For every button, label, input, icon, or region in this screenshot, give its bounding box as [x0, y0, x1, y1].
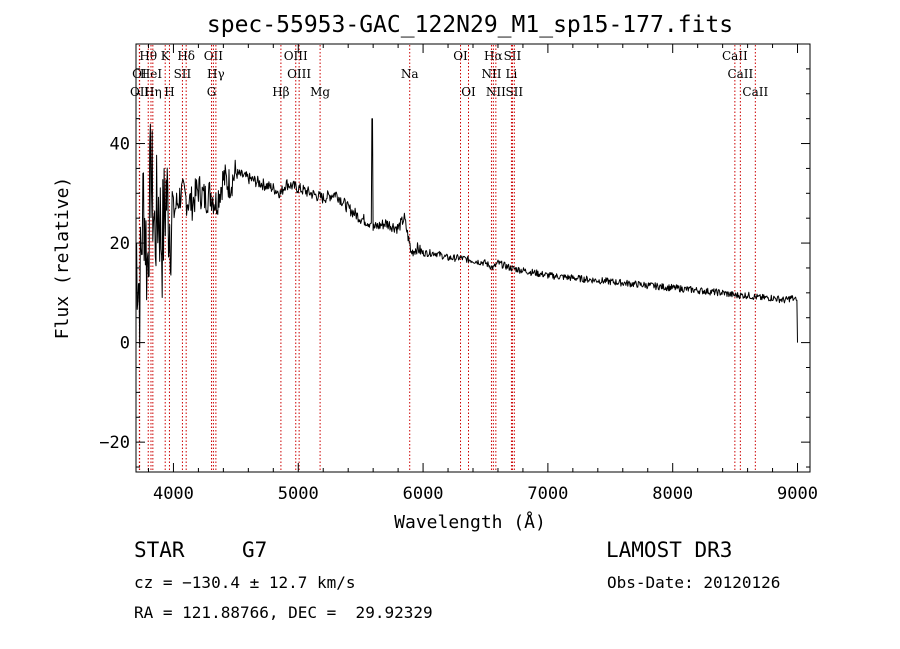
x-tick-label: 4000 [153, 484, 194, 504]
line-marker-label: SII [504, 49, 522, 63]
y-tick-label: 20 [110, 234, 130, 254]
x-tick-label: 7000 [527, 484, 568, 504]
line-marker-label: OIII [284, 49, 308, 63]
chart-title: spec-55953-GAC_122N29_M1_sp15-177.fits [207, 12, 733, 38]
coordinates: RA = 121.88766, DEC = 29.92329 [134, 603, 433, 622]
x-tick-label: 5000 [278, 484, 319, 504]
line-marker-label: OIII [287, 67, 311, 81]
spectrum-line [135, 118, 798, 348]
spectrum-layer [135, 118, 798, 348]
line-marker-label: H [164, 85, 174, 99]
obs-date: Obs-Date: 20120126 [607, 573, 781, 592]
line-marker-label: K [161, 49, 171, 63]
y-tick-label: 0 [120, 334, 130, 354]
line-marker-label: Li [506, 67, 518, 81]
y-axis-label: Flux (relative) [52, 177, 73, 340]
y-axis: −20 0 20 40 [99, 43, 810, 468]
x-axis: 4000 5000 6000 7000 8000 9000 [147, 44, 818, 504]
line-marker-label: SII [505, 85, 523, 99]
object-subclass: G7 [242, 538, 268, 562]
x-axis-label: Wavelength (Å) [394, 511, 546, 533]
line-marker-label: Hδ [177, 49, 195, 63]
line-marker-label: Mg [310, 85, 330, 99]
cz-value: cz = −130.4 ± 12.7 km/s [134, 573, 356, 592]
y-tick-label: 40 [110, 135, 130, 155]
plot-frame [135, 43, 811, 473]
line-marker-label: Hβ [272, 85, 289, 99]
line-marker-label: OII [204, 49, 224, 63]
line-marker-label: Na [401, 67, 419, 81]
line-marker-label: OI [461, 85, 476, 99]
line-marker-label: Hα [484, 49, 503, 63]
line-marker-label: G [207, 85, 217, 99]
line-marker-label: CaII [727, 67, 753, 81]
line-marker-label: CaII [742, 85, 768, 99]
line-marker-label: OII [130, 85, 150, 99]
line-marker-label: SII [174, 67, 192, 81]
line-marker-label: CaII [722, 49, 748, 63]
line-marker-label: Hη [144, 85, 162, 99]
line-marker-label: Hθ [139, 49, 157, 63]
x-tick-label: 9000 [777, 484, 818, 504]
object-class: STAR [134, 538, 185, 562]
x-tick-label: 8000 [652, 484, 693, 504]
survey-name: LAMOST DR3 [606, 538, 733, 562]
line-marker-label: OI [453, 49, 468, 63]
y-tick-label: −20 [99, 433, 130, 453]
line-marker-label: NII [481, 67, 501, 81]
x-tick-label: 6000 [403, 484, 444, 504]
line-marker-label: HeI [140, 67, 163, 81]
line-marker-label: NII [486, 85, 506, 99]
line-marker-label: Hγ [207, 67, 225, 81]
